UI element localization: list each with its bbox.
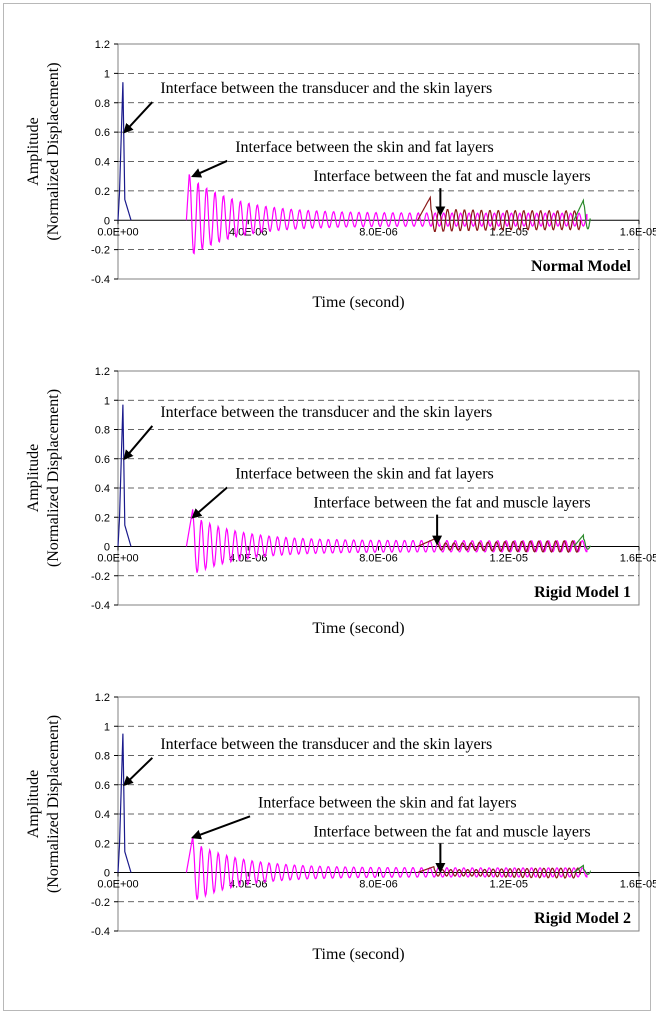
annotation-text: Interface between the fat and muscle lay…	[313, 824, 590, 841]
annotation-arrow	[191, 486, 228, 519]
annotation-arrow	[191, 159, 228, 178]
annotation-arrow	[123, 425, 154, 461]
y-tick-label: 0.4	[95, 809, 110, 821]
series-line	[417, 537, 581, 553]
series-line	[573, 198, 591, 230]
y-tick-label: 0.8	[95, 751, 110, 763]
model-title: Rigid Model 1	[534, 584, 631, 601]
x-tick-label: 0.0E+00	[97, 879, 138, 891]
series-line	[117, 733, 132, 873]
y-tick-label: -0.2	[91, 897, 110, 909]
y-tick-label: 0.6	[95, 780, 110, 792]
y-tick-label: -0.2	[91, 571, 110, 583]
y-tick-label: 1.2	[95, 366, 110, 378]
x-axis-title: Time (second)	[312, 946, 404, 963]
annotation-text: Interface between the fat and muscle lay…	[313, 168, 590, 185]
y-tick-label: 0.2	[95, 512, 110, 524]
annotation-arrow	[123, 757, 154, 787]
y-tick-label: 0	[104, 215, 110, 227]
x-tick-label: 1.6E-05	[620, 879, 656, 891]
y-tick-label: 0.4	[95, 483, 110, 495]
series-line	[417, 195, 581, 232]
y-tick-label: 0.2	[95, 838, 110, 850]
y-tick-label: 0.8	[95, 98, 110, 110]
annotation-text: Interface between the skin and fat layer…	[235, 465, 494, 482]
y-tick-label: -0.4	[91, 274, 110, 286]
y-axis-title: Amplitude	[25, 117, 42, 185]
y-axis-title: (Normalized Displacement)	[45, 389, 62, 567]
annotation-text: Interface between the transducer and the…	[160, 80, 492, 97]
y-tick-label: 0.6	[95, 127, 110, 139]
y-tick-label: 0.4	[95, 157, 110, 169]
series-line	[117, 82, 132, 221]
y-tick-label: 1	[104, 68, 110, 80]
x-tick-label: 1.6E-05	[620, 553, 656, 565]
annotation-text: Interface between the skin and fat layer…	[235, 139, 494, 156]
annotation-text: Interface between the transducer and the…	[160, 404, 492, 421]
x-tick-label: 0.0E+00	[97, 226, 138, 238]
y-axis-title: Amplitude	[25, 770, 42, 838]
x-tick-label: 8.0E-06	[359, 226, 398, 238]
annotation-arrow	[123, 101, 154, 134]
y-tick-label: 0.2	[95, 186, 110, 198]
chart-panel-1: -0.4 -0.2 0 0.2 0.4 0.6 0.8 1 1.2 0.0E+00 4.0E-06 8…	[25, 39, 656, 311]
series-line	[185, 174, 588, 255]
chart-panel-3: -0.4-0.200.20.40.60.811.20.0E+00 4.0E-06 8…	[25, 692, 656, 963]
x-axis-title: Time (second)	[312, 294, 404, 311]
y-tick-label: 1.2	[95, 39, 110, 51]
y-axis-title: Amplitude	[25, 444, 42, 512]
x-axis-title: Time (second)	[312, 620, 404, 637]
y-tick-label: -0.2	[91, 245, 110, 257]
y-tick-label: -0.4	[91, 600, 110, 612]
series-line	[573, 533, 591, 550]
model-title: Normal Model	[531, 258, 632, 275]
y-tick-label: 0	[104, 868, 110, 880]
y-tick-label: 0	[104, 542, 110, 554]
x-tick-label: 4.0E-06	[229, 226, 268, 238]
series-line	[117, 404, 132, 547]
y-tick-label: 1.2	[95, 692, 110, 704]
series-line	[185, 509, 588, 573]
series-line	[573, 864, 591, 875]
model-title: Rigid Model 2	[534, 910, 631, 927]
y-tick-label: 0.6	[95, 454, 110, 466]
y-tick-label: -0.4	[91, 926, 110, 938]
x-tick-label: 1.6E-05	[620, 226, 656, 238]
chart-panel-2: -0.4-0.200.20.40.60.811.20.0E+00 4.0E-06 8…	[25, 366, 656, 637]
x-tick-label: 8.0E-06	[359, 553, 398, 565]
x-tick-label: 1.2E-05	[489, 226, 528, 238]
x-tick-label: 0.0E+00	[97, 553, 138, 565]
x-tick-label: 8.0E-06	[359, 879, 398, 891]
x-tick-label: 1.2E-05	[489, 879, 528, 891]
x-tick-label: 1.2E-05	[489, 553, 528, 565]
y-axis-title: (Normalized Displacement)	[45, 715, 62, 893]
annotation-arrow	[191, 815, 251, 840]
annotation-text: Interface between the fat and muscle lay…	[313, 495, 590, 512]
y-tick-label: 1	[104, 721, 110, 733]
annotation-text: Interface between the skin and fat layer…	[258, 794, 517, 811]
series-line	[417, 865, 581, 879]
annotation-text: Interface between the transducer and the…	[160, 736, 492, 753]
y-tick-label: 1	[104, 395, 110, 407]
y-axis-title: (Normalized Displacement)	[45, 62, 62, 240]
y-tick-label: 0.8	[95, 425, 110, 437]
